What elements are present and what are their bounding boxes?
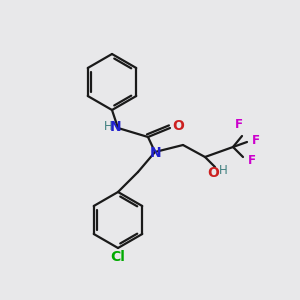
Text: H: H [103,121,112,134]
Text: F: F [235,118,243,130]
Text: H: H [219,164,227,176]
Text: O: O [207,166,219,180]
Text: Cl: Cl [111,250,125,264]
Text: N: N [110,120,122,134]
Text: F: F [252,134,260,148]
Text: N: N [150,146,162,160]
Text: F: F [248,154,256,167]
Text: O: O [172,119,184,133]
